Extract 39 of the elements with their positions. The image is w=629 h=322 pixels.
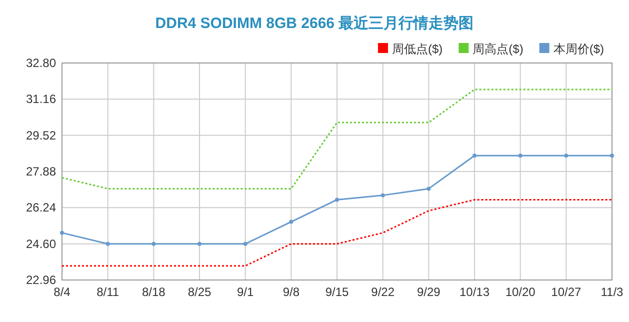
point — [106, 242, 110, 246]
x-tick-label: 11/3 — [600, 285, 624, 299]
y-tick-label: 26.24 — [26, 200, 56, 215]
y-tick-label: 22.96 — [26, 273, 56, 287]
x-tick-label: 9/22 — [371, 285, 395, 299]
point — [426, 186, 431, 191]
point — [564, 154, 568, 158]
x-tick-label: 9/15 — [325, 285, 349, 299]
point — [289, 220, 294, 224]
x-tick-label: 10/20 — [505, 285, 536, 299]
point — [60, 230, 64, 235]
x-tick-label: 8/11 — [96, 285, 120, 299]
point — [152, 242, 156, 246]
x-tick-label: 8/25 — [188, 285, 212, 299]
x-tick-label: 10/27 — [551, 285, 582, 299]
point — [198, 242, 202, 246]
legend-label: 周高点($) — [472, 42, 524, 56]
x-tick-label: 8/18 — [142, 285, 166, 299]
y-tick-label: 29.52 — [26, 128, 56, 142]
y-tick-label: 32.80 — [26, 56, 56, 70]
point — [610, 154, 614, 158]
point — [335, 198, 339, 202]
point — [518, 154, 522, 158]
line-series — [61, 198, 613, 267]
legend-label: 周低点($) — [392, 42, 443, 56]
point — [472, 154, 476, 158]
point — [380, 193, 385, 198]
legend-label: 本周价($) — [553, 42, 604, 56]
x-tick-label: 9/1 — [236, 285, 254, 299]
y-tick-label: 24.60 — [26, 236, 56, 251]
x-tick-label: 9/29 — [416, 285, 441, 299]
y-tick-label: 27.88 — [26, 164, 56, 178]
y-tick-label: 31.16 — [26, 92, 56, 106]
x-tick-label: 9/8 — [282, 285, 300, 299]
chart-title: DDR4 SODIMM 8GB 2666 最近三月行情走势图 — [155, 15, 474, 32]
x-tick-label: 8/4 — [54, 285, 71, 299]
line-series — [61, 88, 613, 190]
point — [243, 242, 248, 246]
x-tick-label: 10/13 — [459, 285, 490, 299]
